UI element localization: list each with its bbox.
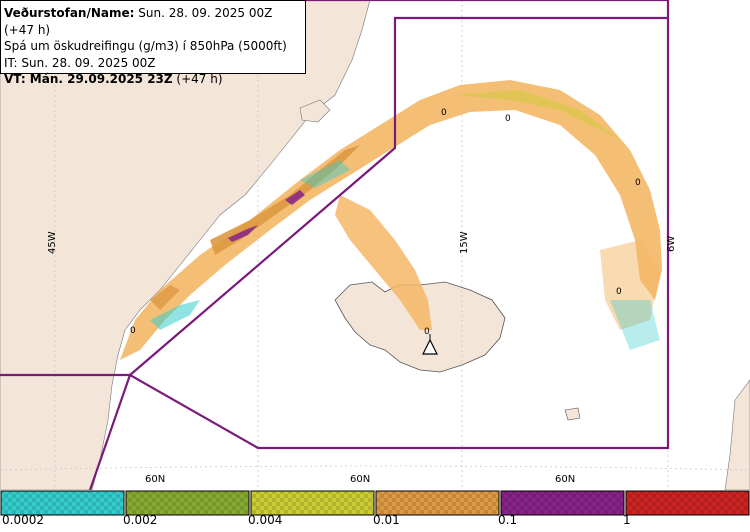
legend-swatch-pattern	[626, 491, 749, 515]
lat-label-60n: 60N	[350, 474, 370, 485]
legend-swatch-pattern	[251, 491, 374, 515]
marker-label: 0	[635, 178, 641, 188]
legend-tick-label: 1	[623, 513, 631, 527]
initial-time: IT: Sun. 28. 09. 2025 00Z	[4, 55, 156, 70]
legend-swatches	[0, 490, 750, 516]
color-legend	[0, 490, 750, 532]
legend-tick-label: 0.01	[373, 513, 400, 527]
greenland-land	[0, 0, 371, 490]
lon-label-6w: 6W	[666, 236, 677, 252]
lat-label-60n: 60N	[145, 474, 165, 485]
advisory-boundary	[0, 0, 670, 490]
norway-coast	[724, 379, 750, 490]
legend-swatch-pattern	[1, 491, 124, 515]
legend-tick-label: 0.0002	[2, 513, 44, 527]
legend-swatch-pattern	[126, 491, 249, 515]
forecast-info-box: Veðurstofan/Name: Sun. 28. 09. 2025 00Z …	[0, 0, 306, 86]
legend-swatch-pattern	[376, 491, 499, 515]
legend-tick-label: 0.002	[123, 513, 158, 527]
forecast-description: Spá um öskudreifingu (g/m3) í 850hPa (50…	[4, 39, 287, 53]
marker-label: 0	[616, 287, 622, 297]
lon-label-15w: 15W	[459, 231, 470, 254]
legend-tick-label: 0.1	[498, 513, 518, 527]
ash-plume	[120, 80, 662, 360]
small-island	[564, 407, 581, 421]
legend-tick-label: 0.004	[248, 513, 283, 527]
volcano-icon	[422, 334, 438, 355]
greenland-island	[299, 99, 331, 123]
legend-swatch-pattern	[501, 491, 624, 515]
marker-label: 0	[441, 108, 447, 118]
marker-label: 0	[424, 327, 430, 337]
marker-label: 0	[505, 114, 511, 124]
marker-label: 0	[130, 326, 136, 336]
ash-dispersion-map: 0 0 0 0 0 0 45W 15W 6W 60N 60N 60N	[0, 0, 750, 490]
lat-label-60n: 60N	[555, 474, 575, 485]
lon-label-45w: 45W	[47, 231, 58, 254]
valid-time-line: VT: Mán. 29.09.2025 23Z (+47 h)	[4, 72, 223, 86]
forecast-name-line: Veðurstofan/Name: Sun. 28. 09. 2025 00Z …	[4, 6, 273, 37]
